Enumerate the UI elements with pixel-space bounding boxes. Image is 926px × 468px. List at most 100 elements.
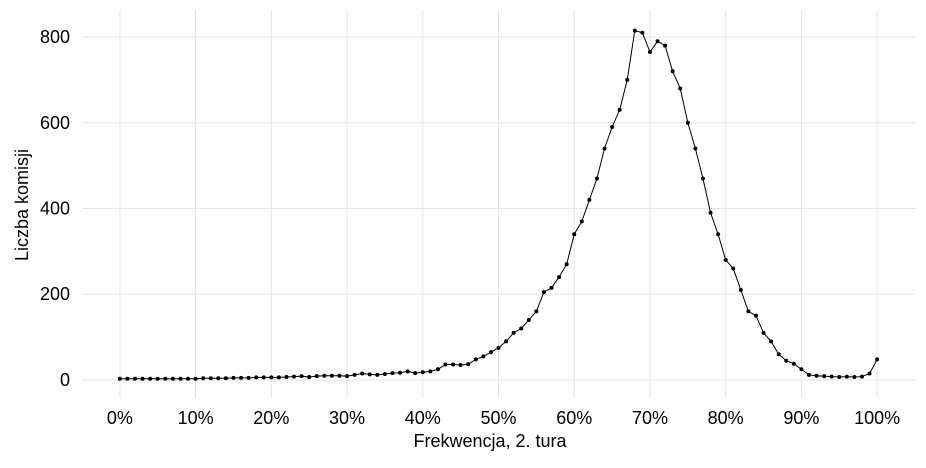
data-point [852,374,857,379]
data-point [140,376,145,381]
data-point [693,146,698,151]
data-point [867,371,872,376]
data-point [776,352,781,357]
data-point [837,374,842,379]
data-point [753,313,758,318]
data-point [193,376,198,381]
x-tick-label: 90% [783,408,819,428]
data-point [337,373,342,378]
y-tick-label: 0 [60,370,70,390]
data-point [731,266,736,271]
data-point [670,69,675,74]
data-point [382,371,387,376]
data-point [292,374,297,379]
data-point [534,309,539,314]
data-point [617,107,622,112]
data-point [655,39,660,44]
data-point [784,358,789,363]
data-point [201,376,206,381]
data-point [610,125,615,130]
data-point [435,367,440,372]
data-point [564,262,569,267]
data-point [223,376,228,381]
data-point [284,374,289,379]
y-tick-label: 400 [40,199,70,219]
data-point [360,371,365,376]
data-point [814,373,819,378]
data-point [405,369,410,374]
data-point [420,370,425,375]
data-point [769,339,774,344]
data-point [239,375,244,380]
data-point [117,376,122,381]
data-point [276,375,281,380]
y-tick-label: 200 [40,284,70,304]
data-point [375,372,380,377]
data-point [738,287,743,292]
data-point [519,326,524,331]
data-point [822,374,827,379]
data-point [663,43,668,48]
data-point [632,28,637,33]
data-point [208,376,213,381]
data-point [625,77,630,82]
data-point [647,50,652,55]
data-point [806,372,811,377]
x-tick-label: 80% [708,408,744,428]
data-point [799,367,804,372]
data-point [640,30,645,35]
data-point [329,373,334,378]
data-point [746,309,751,314]
data-point [488,350,493,355]
x-tick-label: 0% [107,408,133,428]
data-point [708,210,713,215]
data-point [307,374,312,379]
data-point [443,362,448,367]
data-point [557,275,562,280]
data-point [125,376,130,381]
x-tick-label: 30% [329,408,365,428]
data-point [829,374,834,379]
data-point [511,330,516,335]
data-point [791,361,796,366]
data-point [155,376,160,381]
data-point [875,357,880,362]
data-point [178,376,183,381]
data-point [367,372,372,377]
data-point [473,357,478,362]
data-point [345,374,350,379]
data-point [685,120,690,125]
data-point [246,375,251,380]
data-point [186,376,191,381]
x-tick-label: 50% [480,408,516,428]
data-point [163,376,168,381]
x-tick-label: 10% [178,408,214,428]
x-tick-label: 60% [556,408,592,428]
x-tick-label: 40% [405,408,441,428]
data-point [216,376,221,381]
data-point [413,371,418,376]
data-point [352,372,357,377]
data-point [594,176,599,181]
data-point [504,339,509,344]
y-axis-title: Liczba komisji [12,149,32,261]
data-point [761,330,766,335]
data-point [428,369,433,374]
data-point [261,375,266,380]
data-point [602,146,607,151]
data-point [844,374,849,379]
data-point [678,86,683,91]
data-point [541,290,546,295]
data-point [133,376,138,381]
data-point [859,374,864,379]
x-tick-label: 20% [253,408,289,428]
data-point [269,375,274,380]
y-tick-label: 600 [40,113,70,133]
data-point [496,345,501,350]
data-point [170,376,175,381]
data-point [314,374,319,379]
data-point [398,370,403,375]
data-point [322,373,327,378]
y-tick-label: 800 [40,27,70,47]
